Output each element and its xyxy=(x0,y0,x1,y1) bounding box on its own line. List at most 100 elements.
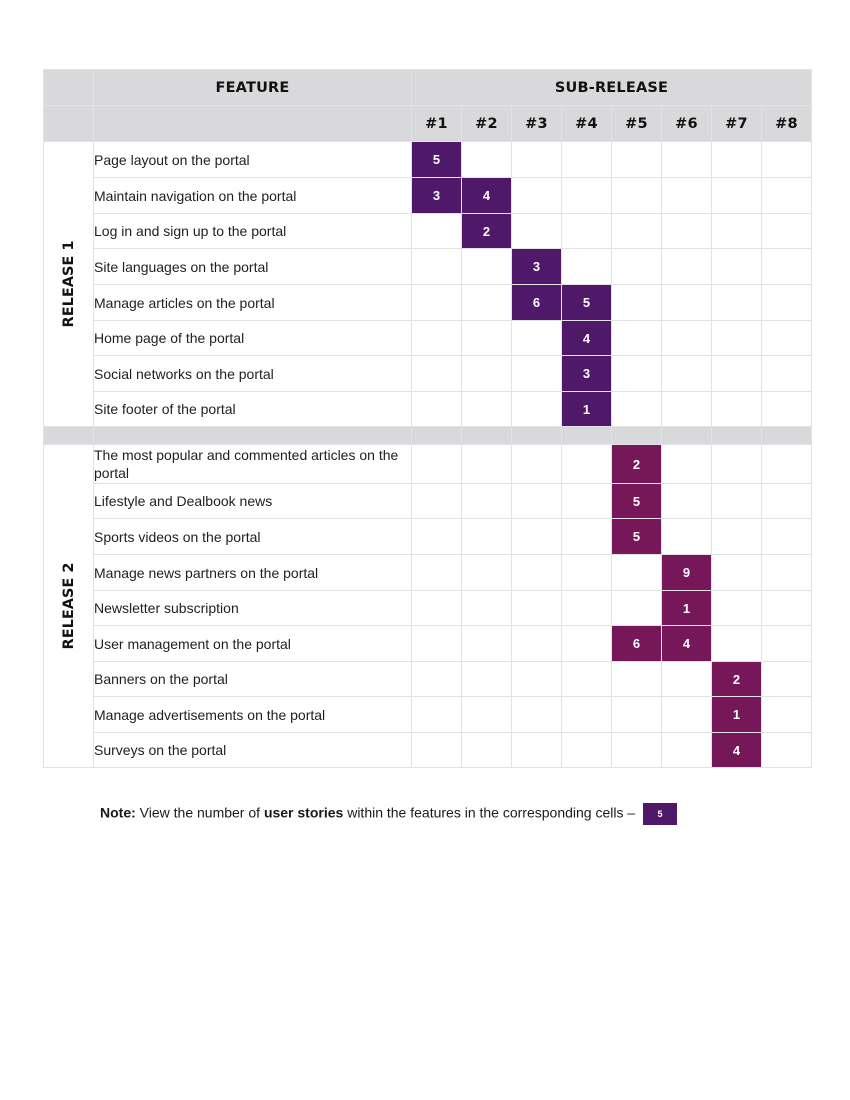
empty-cell xyxy=(511,141,562,178)
empty-cell xyxy=(761,355,812,392)
empty-cell xyxy=(661,213,712,249)
empty-cell xyxy=(711,141,762,178)
empty-cell xyxy=(761,177,812,214)
empty-cell xyxy=(411,391,462,427)
feature-name: Lifestyle and Dealbook news xyxy=(93,483,412,519)
separator-cell xyxy=(761,426,812,445)
empty-cell xyxy=(661,248,712,285)
empty-cell xyxy=(761,320,812,356)
empty-cell xyxy=(511,696,562,733)
subrelease-header: SUB-RELEASE xyxy=(411,69,812,106)
empty-cell xyxy=(611,391,662,427)
user-story-count-cell: 5 xyxy=(611,483,662,519)
feature-name: Home page of the portal xyxy=(93,320,412,356)
subrelease-col-header: #7 xyxy=(711,105,762,142)
feature-name: Manage news partners on the portal xyxy=(93,554,412,591)
note-text-2: within the features in the corresponding… xyxy=(343,804,636,821)
empty-cell xyxy=(761,732,812,768)
empty-cell xyxy=(761,590,812,626)
empty-cell xyxy=(511,554,562,591)
empty-cell xyxy=(661,483,712,519)
separator-cell xyxy=(661,426,712,445)
empty-cell xyxy=(411,554,462,591)
separator-cell xyxy=(511,426,562,445)
note-label: Note: xyxy=(100,804,136,821)
table-row: RELEASE 2 The most popular and commented … xyxy=(43,444,812,768)
empty-cell xyxy=(411,355,462,392)
empty-cell xyxy=(561,483,612,519)
subrelease-col-header: #3 xyxy=(511,105,562,142)
empty-cell xyxy=(411,320,462,356)
empty-cell xyxy=(461,483,512,519)
empty-cell xyxy=(711,483,762,519)
empty-cell xyxy=(761,248,812,285)
release-plan-table: FEATURE SUB-RELEASE #1 #2 #3 #4 #5 #6 #7 #8 REL… xyxy=(43,69,812,768)
corner-cell xyxy=(43,105,94,142)
note-bold-user-stories: user stories xyxy=(263,804,344,821)
empty-cell xyxy=(511,483,562,519)
empty-cell xyxy=(561,732,612,768)
table-row: Sports videos on the portal 5 xyxy=(44,518,812,555)
table-row: Surveys on the portal 4 xyxy=(44,732,812,768)
empty-cell xyxy=(711,590,762,626)
header-row-top: FEATURE SUB-RELEASE xyxy=(43,69,812,106)
empty-cell xyxy=(761,518,812,555)
separator-cell xyxy=(561,426,612,445)
separator-cell xyxy=(93,426,412,445)
empty-cell xyxy=(561,625,612,662)
empty-cell xyxy=(661,141,712,178)
user-story-count-cell: 4 xyxy=(561,320,612,356)
empty-cell xyxy=(461,732,512,768)
empty-cell xyxy=(561,141,612,178)
user-story-count-cell: 3 xyxy=(511,248,562,285)
user-story-count-cell: 2 xyxy=(461,213,512,249)
feature-name: Site languages on the portal xyxy=(93,248,412,285)
table-row: Newsletter subscription 1 xyxy=(44,590,812,626)
user-story-count-cell: 1 xyxy=(711,696,762,733)
empty-cell xyxy=(411,625,462,662)
release-label: RELEASE 1 xyxy=(60,240,77,328)
user-story-count-cell: 9 xyxy=(661,554,712,591)
empty-cell xyxy=(611,284,662,321)
user-story-count-cell: 3 xyxy=(561,355,612,392)
release-label-cell: RELEASE 1 xyxy=(43,141,94,427)
empty-cell xyxy=(561,661,612,697)
user-story-count-cell: 4 xyxy=(711,732,762,768)
user-story-count-cell: 2 xyxy=(711,661,762,697)
empty-cell xyxy=(561,213,612,249)
release-label: RELEASE 2 xyxy=(60,562,77,650)
empty-cell xyxy=(461,696,512,733)
empty-cell xyxy=(561,590,612,626)
separator-cell xyxy=(461,426,512,445)
empty-cell xyxy=(511,320,562,356)
user-story-count-cell: 5 xyxy=(611,518,662,555)
empty-cell xyxy=(761,483,812,519)
empty-cell xyxy=(711,355,762,392)
table-row: Social networks on the portal 3 xyxy=(44,355,812,392)
empty-cell xyxy=(711,391,762,427)
subrelease-col-header: #5 xyxy=(611,105,662,142)
empty-cell xyxy=(461,625,512,662)
empty-cell xyxy=(511,518,562,555)
empty-cell xyxy=(761,391,812,427)
feature-name: Manage articles on the portal xyxy=(93,284,412,321)
empty-cell xyxy=(461,391,512,427)
empty-cell xyxy=(561,444,612,484)
table-row: Manage news partners on the portal 9 xyxy=(44,554,812,591)
empty-cell xyxy=(661,284,712,321)
empty-cell xyxy=(461,590,512,626)
feature-name: Banners on the portal xyxy=(93,661,412,697)
note-text-1: View the number of xyxy=(135,804,264,821)
subrelease-col-header: #8 xyxy=(761,105,812,142)
empty-cell xyxy=(711,284,762,321)
empty-cell xyxy=(461,248,512,285)
subrelease-col-header: #6 xyxy=(661,105,712,142)
empty-cell xyxy=(761,696,812,733)
table-row: Banners on the portal 2 xyxy=(44,661,812,697)
empty-cell xyxy=(561,248,612,285)
table-row: Maintain navigation on the portal 3 4 xyxy=(44,177,812,214)
empty-cell xyxy=(461,518,512,555)
separator-cell xyxy=(711,426,762,445)
empty-cell xyxy=(611,696,662,733)
feature-name: Newsletter subscription xyxy=(93,590,412,626)
